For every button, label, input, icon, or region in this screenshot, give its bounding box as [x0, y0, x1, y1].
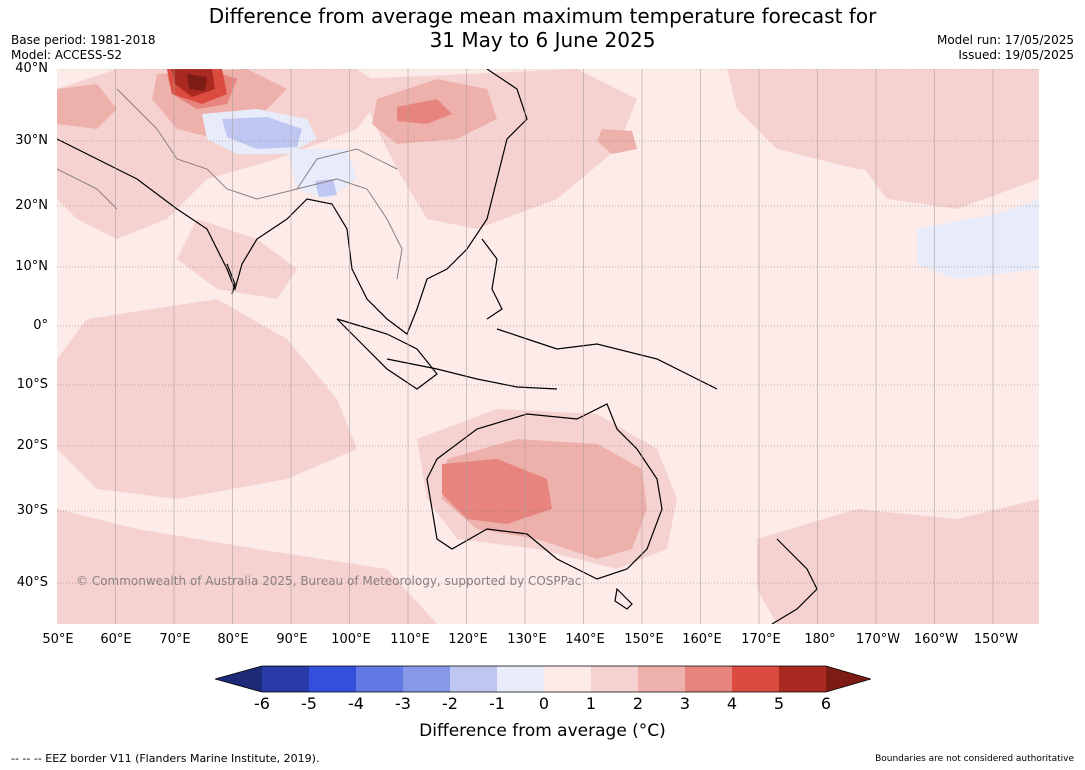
colorbar-tick: -1	[489, 694, 505, 713]
colorbar-tick: 2	[632, 694, 644, 713]
lon-label-110e: 110°E	[390, 632, 430, 647]
colorbar-tick: -5	[301, 694, 317, 713]
lon-label-150w: 150°W	[973, 632, 1019, 647]
lon-label-80e: 80°E	[217, 632, 249, 647]
lon-label-50e: 50°E	[42, 632, 74, 647]
lat-label-40s: 40°S	[16, 575, 48, 590]
lat-label-30n: 30°N	[15, 133, 48, 148]
lon-label-70e: 70°E	[159, 632, 191, 647]
lon-label-160e: 160°E	[682, 632, 722, 647]
lon-label-170w: 170°W	[855, 632, 901, 647]
eez-border-note: -- -- -- EEZ border V11 (Flanders Marine…	[11, 752, 320, 765]
forecast-map	[57, 69, 1039, 624]
lat-label-10s: 10°S	[16, 377, 48, 392]
model-name: Model: ACCESS-S2	[11, 48, 123, 62]
lon-label-170e: 170°E	[741, 632, 781, 647]
lat-label-20n: 20°N	[15, 198, 48, 213]
colorbar-under-arrow	[215, 666, 262, 692]
lon-label-60e: 60°E	[100, 632, 132, 647]
model-run: Model run: 17/05/2025	[936, 33, 1074, 47]
lon-label-90e: 90°E	[276, 632, 308, 647]
colorbar-over-arrow	[826, 666, 871, 692]
colorbar-label: Difference from average (°C)	[419, 721, 666, 741]
colorbar-segment	[638, 666, 685, 692]
meta-right: Model run: 17/05/2025 Issued: 19/05/2025	[937, 33, 1074, 63]
boundaries-disclaimer: Boundaries are not considered authoritat…	[875, 754, 1074, 764]
lat-label-30s: 30°S	[16, 503, 48, 518]
colorbar-tick: 3	[679, 694, 691, 713]
lon-label-120e: 120°E	[448, 632, 488, 647]
colorbar-tick: -2	[442, 694, 458, 713]
colorbar-tick: 0	[538, 694, 550, 713]
coastlines	[57, 69, 818, 624]
colorbar-tick: 6	[820, 694, 832, 713]
issued-date: Issued: 19/05/2025	[958, 48, 1074, 62]
anomaly-cool	[202, 109, 1039, 279]
colorbar-segment	[685, 666, 732, 692]
colorbar-segment	[591, 666, 638, 692]
colorbar-segment	[497, 666, 544, 692]
colorbar-tick: -4	[348, 694, 364, 713]
lon-label-130e: 130°E	[507, 632, 547, 647]
meta-left: Base period: 1981-2018 Model: ACCESS-S2	[11, 33, 156, 63]
lat-label-40n: 40°N	[15, 61, 48, 76]
lon-label-180: 180°	[804, 632, 836, 647]
colorbar-segment	[779, 666, 826, 692]
colorbar-segment	[262, 666, 309, 692]
map-canvas	[57, 69, 1039, 624]
copyright-notice: © Commonwealth of Australia 2025, Bureau…	[76, 574, 582, 588]
lat-label-equator: 0°	[33, 318, 48, 333]
colorbar-segment	[403, 666, 450, 692]
lat-label-20s: 20°S	[16, 438, 48, 453]
title-line-2: 31 May to 6 June 2025	[429, 28, 656, 52]
lon-label-140e: 140°E	[565, 632, 605, 647]
colorbar-segment	[356, 666, 403, 692]
colorbar	[215, 665, 871, 693]
lat-label-10n: 10°N	[15, 259, 48, 274]
gridlines	[57, 69, 1039, 624]
colorbar-segment	[309, 666, 356, 692]
lon-label-150e: 150°E	[624, 632, 664, 647]
colorbar-tick: 5	[773, 694, 785, 713]
country-borders	[57, 88, 403, 280]
colorbar-tick: -3	[395, 694, 411, 713]
colorbar-segment	[450, 666, 497, 692]
anomaly-hotspot	[167, 69, 227, 104]
title-line-1: Difference from average mean maximum tem…	[208, 4, 877, 28]
colorbar-tick: -6	[254, 694, 270, 713]
colorbar-segment	[732, 666, 779, 692]
lon-label-100e: 100°E	[331, 632, 371, 647]
colorbar-tick: 1	[585, 694, 597, 713]
colorbar-segment	[544, 666, 591, 692]
map-title: Difference from average mean maximum tem…	[0, 4, 1085, 52]
colorbar-tick: 4	[726, 694, 738, 713]
lon-label-160w: 160°W	[913, 632, 959, 647]
base-period: Base period: 1981-2018	[11, 33, 156, 47]
